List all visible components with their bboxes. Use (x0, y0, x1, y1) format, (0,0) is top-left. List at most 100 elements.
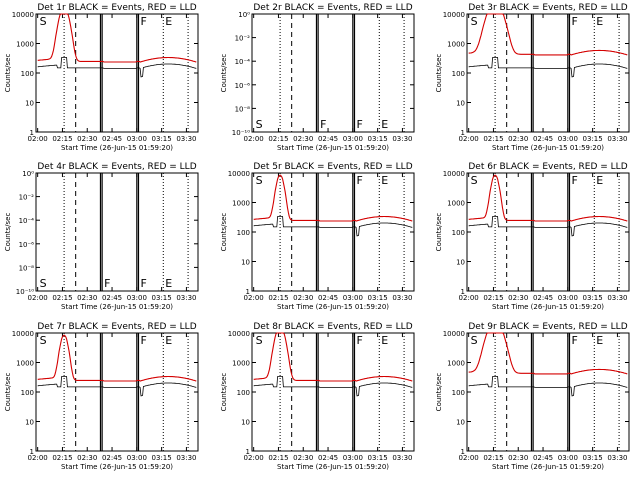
phase-marker-label: E (596, 174, 603, 187)
y-tick-label: 1000 (447, 360, 465, 368)
phase-marker-label: F (104, 277, 110, 290)
y-tick-label: 100 (452, 229, 465, 237)
y-tick-label: 10 (456, 100, 465, 108)
y-tick-label: 10⁰ (238, 11, 250, 19)
x-tick-label: 02:00 (459, 454, 479, 462)
panel-title: Det 2r BLACK = Events, RED = LLD (253, 3, 412, 13)
x-tick-label: 02:30 (508, 454, 528, 462)
x-tick-label: 02:30 (77, 135, 97, 143)
x-tick-label: 03:00 (343, 135, 363, 143)
y-tick-label: 10 (456, 259, 465, 267)
phase-marker-label: F (356, 118, 362, 131)
x-tick-label: 03:15 (152, 454, 172, 462)
phase-marker-label: E (381, 174, 388, 187)
y-tick-label: 10 (25, 100, 34, 108)
detector-panel: Det 2r BLACK = Events, RED = LLD 02:00 02:… (220, 3, 415, 152)
detector-panel: Det 4r BLACK = Events, RED = LLD 02:00 02:… (4, 162, 199, 311)
y-axis-label: Counts/sec (4, 213, 12, 252)
phase-marker-label: S (471, 174, 478, 187)
plot-frame (251, 332, 415, 452)
x-tick-label: 03:15 (368, 454, 388, 462)
y-tick-label: 1 (246, 288, 250, 296)
phase-marker-label: E (381, 118, 388, 131)
events-series-line (37, 376, 197, 397)
plot-frame (466, 172, 630, 292)
x-tick-label: 02:15 (268, 294, 288, 302)
x-tick-label: 03:15 (583, 454, 603, 462)
y-tick-label: 100 (237, 389, 250, 397)
x-tick-label: 03:00 (558, 294, 578, 302)
phase-marker-label: S (40, 277, 47, 290)
x-tick-label: 03:15 (152, 294, 172, 302)
y-tick-label: 10000 (443, 170, 465, 178)
phase-marker-label: E (381, 334, 388, 347)
panel-title: Det 8r BLACK = Events, RED = LLD (253, 322, 412, 332)
y-tick-label: 10000 (228, 330, 250, 338)
plot-frame (251, 172, 415, 292)
x-tick-label: 02:30 (77, 294, 97, 302)
x-axis-label: Start Time (26-Jun-15 01:59:20) (61, 303, 173, 311)
plot-frame (35, 13, 199, 133)
y-axis-label: Counts/sec (220, 54, 228, 93)
x-tick-label: 02:00 (28, 135, 48, 143)
y-tick-label: 10000 (443, 330, 465, 338)
y-axis-label: Counts/sec (435, 373, 443, 412)
x-tick-label: 02:45 (318, 294, 338, 302)
events-series-line (468, 57, 628, 78)
plot-frame (466, 332, 630, 452)
x-tick-label: 03:15 (368, 294, 388, 302)
y-tick-label: 1 (461, 129, 465, 137)
plot-frame (35, 332, 199, 452)
y-tick-label: 1 (246, 448, 250, 456)
phase-marker-label: S (256, 174, 263, 187)
y-axis-label: Counts/sec (4, 54, 12, 93)
lld-series-line (468, 174, 628, 222)
y-axis-label: Counts/sec (435, 213, 443, 252)
y-tick-label: 100 (452, 70, 465, 78)
y-tick-label: 1000 (16, 360, 34, 368)
x-tick-label: 03:30 (607, 135, 627, 143)
phase-marker-label: F (571, 15, 577, 28)
x-tick-label: 03:15 (152, 135, 172, 143)
panel-title: Det 9r BLACK = Events, RED = LLD (468, 322, 627, 332)
plot-frame (35, 172, 199, 292)
x-axis-label: Start Time (26-Jun-15 01:59:20) (492, 144, 604, 152)
y-tick-label: 10 (241, 259, 250, 267)
x-tick-label: 03:30 (176, 135, 196, 143)
x-axis-label: Start Time (26-Jun-15 01:59:20) (277, 463, 389, 471)
y-tick-label: 10⁻⁶ (235, 82, 251, 90)
phase-marker-label: S (256, 334, 263, 347)
x-tick-label: 02:30 (293, 135, 313, 143)
y-axis-label: Counts/sec (220, 213, 228, 252)
y-tick-label: 1000 (232, 200, 250, 208)
x-tick-label: 02:30 (293, 294, 313, 302)
detector-panel: Det 8r BLACK = Events, RED = LLD 02:00 02:… (220, 322, 415, 471)
phase-marker-label: F (320, 118, 326, 131)
x-tick-label: 02:45 (318, 135, 338, 143)
x-tick-label: 02:00 (28, 454, 48, 462)
phase-marker-label: F (571, 334, 577, 347)
y-tick-label: 1000 (232, 360, 250, 368)
plot-frame (251, 13, 415, 133)
x-tick-label: 02:00 (244, 454, 264, 462)
y-axis-label: Counts/sec (435, 54, 443, 93)
y-tick-label: 10 (241, 419, 250, 427)
x-tick-label: 02:45 (318, 454, 338, 462)
x-tick-label: 02:45 (533, 135, 553, 143)
lld-series-line (37, 334, 197, 382)
x-tick-label: 03:00 (127, 294, 147, 302)
x-tick-label: 02:00 (244, 294, 264, 302)
x-tick-label: 02:45 (102, 454, 122, 462)
phase-marker-label: S (40, 334, 47, 347)
y-tick-label: 10⁻² (19, 194, 35, 202)
x-tick-label: 03:00 (343, 294, 363, 302)
x-tick-label: 03:15 (583, 294, 603, 302)
phase-marker-label: S (471, 334, 478, 347)
y-tick-label: 1000 (16, 41, 34, 49)
x-tick-label: 02:00 (28, 294, 48, 302)
x-tick-label: 02:15 (483, 135, 503, 143)
y-tick-label: 100 (21, 70, 34, 78)
x-tick-label: 02:15 (52, 294, 72, 302)
x-tick-label: 02:15 (268, 454, 288, 462)
events-series-line (253, 216, 413, 237)
